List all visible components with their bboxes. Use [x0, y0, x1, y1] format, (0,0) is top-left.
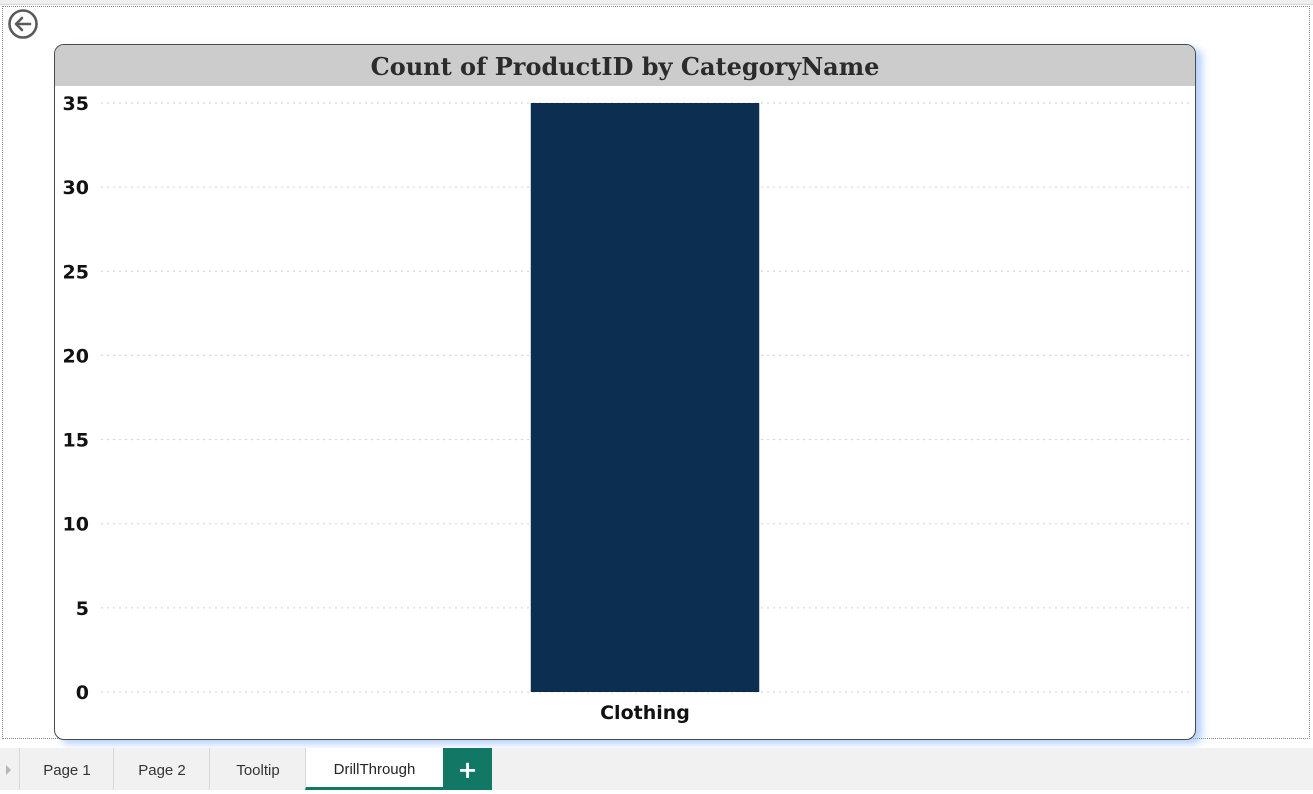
top-divider — [0, 0, 1313, 5]
y-tick-label: 15 — [63, 430, 89, 452]
y-tick-label: 20 — [63, 345, 89, 367]
arrow-left-circle-icon — [8, 9, 38, 39]
back-button[interactable] — [7, 8, 39, 40]
y-tick-label: 0 — [76, 682, 89, 704]
tab-scroll-left-button[interactable] — [0, 748, 17, 790]
page-tab-bar: Page 1 Page 2 Tooltip DrillThrough + — [0, 748, 1313, 790]
y-tick-label: 10 — [63, 514, 89, 536]
column-chart-visual[interactable]: Count of ProductID by CategoryName 0 5 10 1… — [54, 44, 1196, 740]
tab-page-1[interactable]: Page 1 — [19, 748, 114, 790]
tab-tooltip[interactable]: Tooltip — [209, 748, 306, 790]
y-tick-label: 35 — [63, 93, 89, 115]
x-category-label: Clothing — [600, 702, 690, 724]
bar-clothing[interactable] — [530, 103, 760, 692]
chart-plot: 0 5 10 15 20 25 30 35 Clothing — [63, 93, 1189, 724]
tab-page-2[interactable]: Page 2 — [113, 748, 210, 790]
tab-drillthrough[interactable]: DrillThrough — [305, 748, 443, 790]
plus-icon: + — [457, 756, 478, 784]
chart-title: Count of ProductID by CategoryName — [55, 45, 1195, 86]
y-tick-label: 30 — [63, 177, 89, 199]
y-tick-label: 5 — [76, 598, 89, 620]
y-tick-label: 25 — [63, 261, 89, 283]
add-page-button[interactable]: + — [443, 748, 492, 790]
